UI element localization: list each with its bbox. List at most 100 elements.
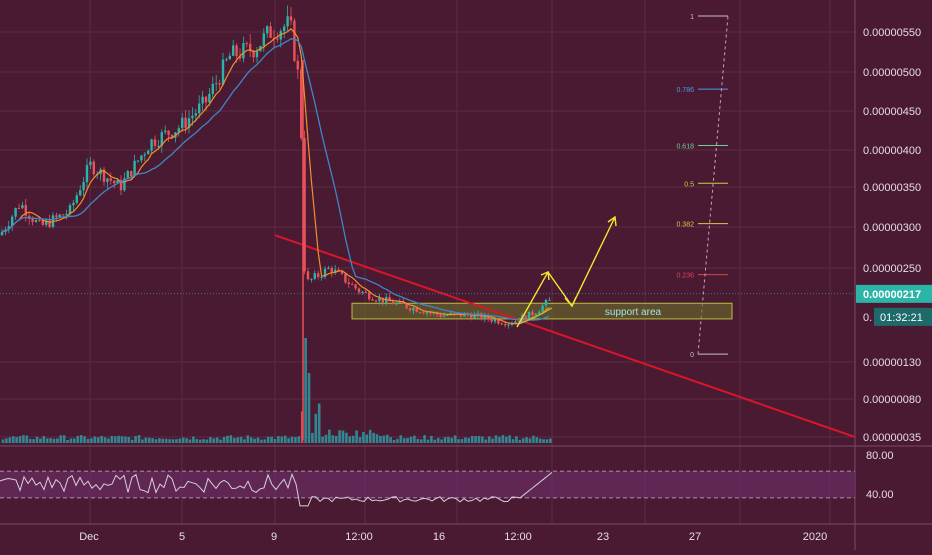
candle-body <box>296 60 299 70</box>
candle-body <box>191 115 194 119</box>
trendline[interactable] <box>274 234 856 438</box>
volume-bar <box>86 438 90 443</box>
fib-level-label: 0.5 <box>684 181 694 188</box>
volume-bar <box>392 439 396 443</box>
rsi-line <box>0 472 553 507</box>
volume-bar <box>474 436 477 443</box>
candle-body <box>198 103 201 114</box>
candle-body <box>534 313 537 316</box>
volume-bar <box>192 436 195 443</box>
volume-bar <box>307 373 311 443</box>
volume-bar <box>345 432 348 443</box>
volume-bar <box>28 438 32 443</box>
time-axis[interactable]: Dec 5 9 12:00 16 12:00 23 27 2020 <box>79 531 827 543</box>
fibonacci-retracement[interactable]: 1 0.786 0.618 0.5 0.382 0.236 0 <box>676 14 729 359</box>
candle-body <box>544 300 548 306</box>
candle-body <box>351 284 354 286</box>
candle-body <box>262 33 265 46</box>
candlesticks <box>0 5 551 440</box>
volume-bar <box>532 435 535 443</box>
candle-body <box>218 83 221 85</box>
candle-body <box>58 214 61 217</box>
fib-diagonal[interactable] <box>697 15 729 355</box>
candle-body <box>252 51 255 58</box>
candle-body <box>187 118 191 128</box>
volume-bar <box>501 435 505 443</box>
candle-body <box>211 83 214 94</box>
volume-bar <box>219 439 222 443</box>
volume-bar <box>362 432 365 443</box>
candle-body <box>184 117 187 128</box>
candle-body <box>0 232 4 236</box>
volume-bar <box>181 437 185 443</box>
candle-body <box>317 273 320 277</box>
volume-bar <box>185 438 188 443</box>
candle-body <box>34 220 38 222</box>
candle-body <box>541 305 544 312</box>
price-tick-label: 0.00000350 <box>863 182 921 194</box>
candle-body <box>323 268 327 277</box>
candle-body <box>92 161 95 175</box>
price-tick-label: 0.00000130 <box>863 357 921 369</box>
projection-arrows[interactable] <box>516 215 617 328</box>
rsi-tick-label: 40.00 <box>866 489 894 501</box>
candle-body <box>334 269 337 273</box>
volume-bar <box>5 438 8 443</box>
price-axis[interactable]: 0.00000550 0.00000500 0.00000450 0.00000400… <box>0 27 932 501</box>
volume-bar <box>311 432 314 443</box>
volume-bar <box>277 436 280 443</box>
fib-level-label: 0.236 <box>676 273 694 280</box>
candle-body <box>422 312 425 314</box>
volume-bar <box>120 436 124 443</box>
candle-body <box>283 26 286 32</box>
candle-body <box>215 83 218 85</box>
candle-body <box>116 180 119 184</box>
candle-body <box>160 132 163 146</box>
volume-bar <box>22 435 25 443</box>
volume-bar <box>491 438 494 443</box>
volume-bar <box>450 437 454 443</box>
time-tick-label: 5 <box>179 531 185 543</box>
candle-body <box>497 319 500 324</box>
rsi-band <box>0 471 855 498</box>
volume-bar <box>375 434 379 443</box>
candle-body <box>123 178 126 191</box>
candle-body <box>344 273 347 283</box>
rsi-panel <box>0 470 855 507</box>
volume-bar <box>15 437 18 443</box>
candle-body <box>242 43 245 59</box>
volume-bar <box>423 435 426 443</box>
volume-bar <box>263 439 267 443</box>
candle-body <box>337 269 340 272</box>
volume-bar <box>487 436 491 443</box>
volume-bar <box>511 439 515 443</box>
volume-bar <box>209 437 212 443</box>
volume-bar <box>508 435 511 443</box>
candle-body <box>109 178 112 181</box>
volume-bar <box>83 436 86 443</box>
volume-bar <box>175 439 178 443</box>
current-price-badge[interactable] <box>856 284 932 303</box>
volume-bar <box>56 438 59 443</box>
candle-body <box>500 323 503 325</box>
candle-body <box>208 93 211 103</box>
candle-body <box>228 55 231 60</box>
volume-bar <box>171 439 175 443</box>
volume-bar <box>504 436 508 443</box>
projection-path[interactable] <box>516 216 616 328</box>
volume-bar <box>212 438 216 443</box>
volume-bar <box>124 436 127 443</box>
candle-body <box>527 311 531 321</box>
candle-body <box>245 43 248 45</box>
candle-body <box>381 297 384 303</box>
trendline-line[interactable] <box>274 234 856 438</box>
candle-body <box>493 319 497 322</box>
volume-bar <box>260 439 263 443</box>
candle-body <box>201 96 204 104</box>
moving-averages <box>1 27 550 325</box>
candle-body <box>408 308 412 311</box>
volume-bar <box>8 437 12 443</box>
time-tick-label: 16 <box>433 531 445 543</box>
